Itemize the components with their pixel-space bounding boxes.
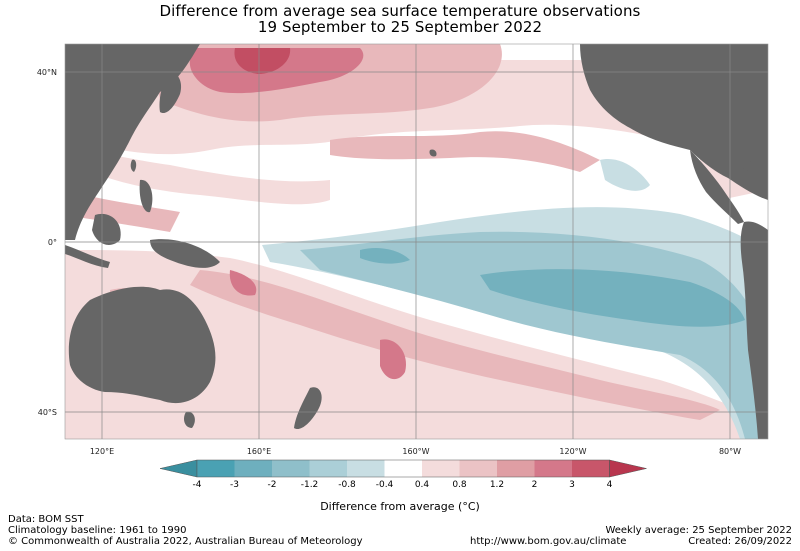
colorbar-tick-label: -1.2: [301, 480, 319, 490]
colorbar-over-arrow: [609, 459, 647, 478]
copyright-notice: © Commonwealth of Australia 2022, Austra…: [8, 536, 363, 547]
lon-label-80w: 80°W: [719, 447, 741, 456]
asia-landmass: [65, 44, 200, 240]
climatology-baseline: Climatology baseline: 1961 to 1990: [8, 525, 187, 536]
philippines: [139, 179, 153, 213]
colorbar-segment: [309, 460, 347, 477]
colorbar-segment: [272, 460, 310, 477]
colorbar-tick-label: 2: [532, 480, 538, 490]
colorbar-tick-label: 4: [607, 480, 613, 490]
central-america: [690, 150, 744, 224]
colorbar-segment: [197, 460, 235, 477]
created-date: Created: 26/09/2022: [688, 536, 792, 547]
colorbar-frame: [196, 459, 610, 478]
lon-label-120e: 120°E: [90, 447, 114, 456]
land-masses: [65, 44, 768, 439]
weekly-average: Weekly average: 25 September 2022: [605, 525, 792, 536]
warm-anomaly-medium: [65, 44, 768, 420]
sumatra-java: [65, 245, 110, 268]
cool-anomaly-strong: [360, 248, 745, 327]
lon-label-160w: 160°W: [402, 447, 429, 456]
colorbar-tick-label: -3: [230, 480, 239, 490]
colorbar-tick-label: 0.8: [452, 480, 467, 490]
gridlines: [65, 44, 768, 439]
bom-climate-link[interactable]: http://www.bom.gov.au/climate: [470, 536, 627, 547]
japan: [159, 71, 182, 114]
chart-subtitle: 19 September to 25 September 2022: [257, 18, 543, 36]
lat-label-equator: 0°: [48, 238, 57, 247]
colorbar-tick-label: -2: [268, 480, 277, 490]
colorbar-segment: [347, 460, 385, 477]
warm-anomaly-very-strong: [234, 48, 291, 74]
colorbar: -4 -3 -2 -1.2 -0.8 -0.4 0.4 0.8 1.2 2 3 4: [159, 459, 647, 490]
colorbar-segment: [497, 460, 535, 477]
map-frame: [64, 43, 769, 440]
new-guinea: [150, 239, 220, 268]
colorbar-segment: [459, 460, 497, 477]
colorbar-tick-label: 0.4: [415, 480, 430, 490]
lat-label-40n: 40°N: [37, 68, 57, 77]
hawaii: [429, 149, 437, 157]
lat-label-40s: 40°S: [38, 408, 57, 417]
colorbar-segment: [234, 460, 272, 477]
south-america: [740, 221, 768, 439]
lon-label-120w: 120°W: [559, 447, 586, 456]
new-zealand: [294, 387, 322, 430]
borneo: [92, 213, 121, 245]
colorbar-label: Difference from average (°C): [320, 500, 480, 513]
colorbar-segment: [534, 460, 572, 477]
caribbean-islands: [735, 159, 760, 172]
colorbar-under-arrow: [159, 459, 198, 478]
lon-label-160e: 160°E: [247, 447, 271, 456]
colorbar-segment: [384, 460, 422, 477]
taiwan: [130, 159, 137, 172]
colorbar-tick-label: -0.8: [338, 480, 356, 490]
australia: [68, 286, 216, 404]
colorbar-tick-label: -4: [193, 480, 202, 490]
chart-title: Difference from average sea surface temp…: [159, 2, 641, 20]
colorbar-tick-label: 3: [569, 480, 575, 490]
north-america: [580, 44, 768, 200]
colorbar-segment: [572, 460, 610, 477]
data-source: Data: BOM SST: [8, 514, 84, 525]
tasmania: [184, 411, 195, 428]
colorbar-tick-label: -0.4: [376, 480, 394, 490]
map-area: [65, 44, 768, 439]
colorbar-segment: [422, 460, 460, 477]
colorbar-tick-label: 1.2: [490, 480, 504, 490]
